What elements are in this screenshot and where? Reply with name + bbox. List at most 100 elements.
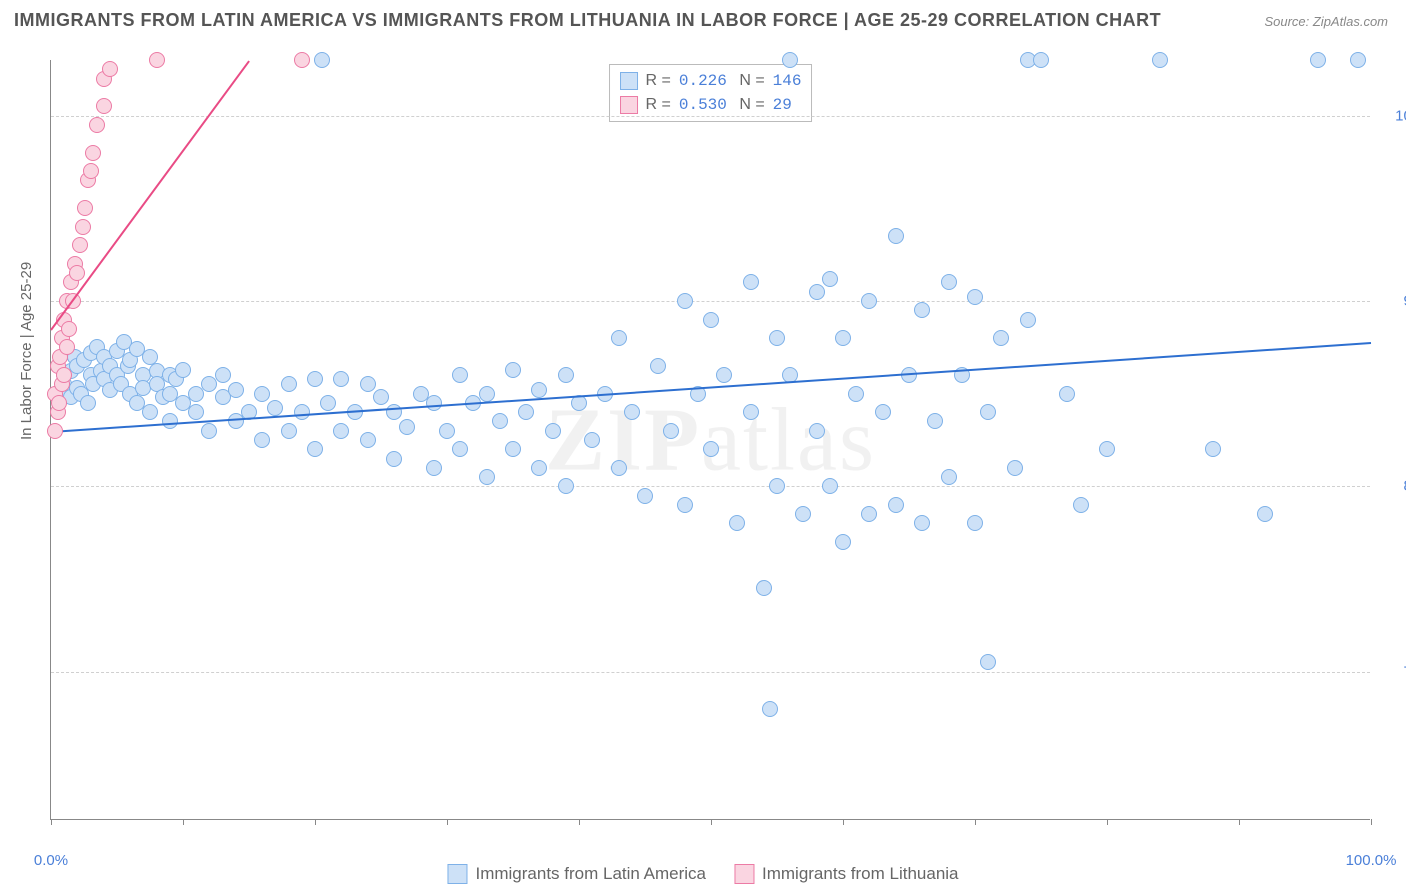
xtick-label: 0.0% bbox=[34, 852, 68, 869]
data-point-lithuania bbox=[75, 219, 91, 235]
data-point-latin bbox=[1059, 386, 1075, 402]
data-point-latin bbox=[1033, 52, 1049, 68]
data-point-latin bbox=[809, 423, 825, 439]
data-point-latin bbox=[1073, 497, 1089, 513]
data-point-lithuania bbox=[69, 265, 85, 281]
data-point-latin bbox=[399, 419, 415, 435]
data-point-lithuania bbox=[59, 339, 75, 355]
legend-label-lith: Immigrants from Lithuania bbox=[762, 864, 959, 884]
data-point-latin bbox=[201, 423, 217, 439]
gridline-h bbox=[51, 486, 1370, 487]
data-point-latin bbox=[307, 441, 323, 457]
data-point-lithuania bbox=[294, 52, 310, 68]
data-point-latin bbox=[360, 432, 376, 448]
data-point-latin bbox=[1310, 52, 1326, 68]
xtick-mark bbox=[51, 819, 52, 825]
n-label: N = bbox=[735, 69, 765, 93]
data-point-latin bbox=[703, 441, 719, 457]
data-point-latin bbox=[809, 284, 825, 300]
data-point-lithuania bbox=[89, 117, 105, 133]
source-label: Source: ZipAtlas.com bbox=[1264, 14, 1388, 29]
data-point-latin bbox=[386, 451, 402, 467]
n-value-lith: 29 bbox=[773, 93, 792, 117]
xtick-mark bbox=[315, 819, 316, 825]
data-point-latin bbox=[426, 460, 442, 476]
data-point-latin bbox=[1257, 506, 1273, 522]
legend-stats-row-lith: R = 0.530 N = 29 bbox=[620, 93, 802, 117]
gridline-h bbox=[51, 116, 1370, 117]
data-point-latin bbox=[703, 312, 719, 328]
r-value-lith: 0.530 bbox=[679, 93, 727, 117]
data-point-latin bbox=[716, 367, 732, 383]
data-point-lithuania bbox=[96, 98, 112, 114]
n-value-latin: 146 bbox=[773, 69, 802, 93]
data-point-latin bbox=[228, 382, 244, 398]
data-point-latin bbox=[888, 497, 904, 513]
data-point-latin bbox=[980, 404, 996, 420]
data-point-latin bbox=[927, 413, 943, 429]
data-point-latin bbox=[531, 460, 547, 476]
data-point-latin bbox=[822, 271, 838, 287]
r-label: R = bbox=[646, 93, 671, 117]
data-point-latin bbox=[993, 330, 1009, 346]
legend-label-latin: Immigrants from Latin America bbox=[475, 864, 706, 884]
data-point-latin bbox=[1350, 52, 1366, 68]
data-point-lithuania bbox=[85, 145, 101, 161]
data-point-latin bbox=[861, 506, 877, 522]
data-point-latin bbox=[743, 274, 759, 290]
xtick-mark bbox=[1239, 819, 1240, 825]
data-point-lithuania bbox=[102, 61, 118, 77]
data-point-latin bbox=[281, 423, 297, 439]
data-point-lithuania bbox=[47, 423, 63, 439]
data-point-latin bbox=[314, 52, 330, 68]
data-point-latin bbox=[320, 395, 336, 411]
r-label: R = bbox=[646, 69, 671, 93]
data-point-latin bbox=[756, 580, 772, 596]
chart-container: IMMIGRANTS FROM LATIN AMERICA VS IMMIGRA… bbox=[0, 0, 1406, 892]
data-point-latin bbox=[848, 386, 864, 402]
data-point-latin bbox=[795, 506, 811, 522]
data-point-latin bbox=[162, 413, 178, 429]
data-point-latin bbox=[373, 389, 389, 405]
data-point-latin bbox=[333, 423, 349, 439]
data-point-latin bbox=[439, 423, 455, 439]
data-point-latin bbox=[914, 515, 930, 531]
xtick-mark bbox=[183, 819, 184, 825]
data-point-latin bbox=[677, 293, 693, 309]
data-point-latin bbox=[307, 371, 323, 387]
data-point-lithuania bbox=[61, 321, 77, 337]
data-point-latin bbox=[762, 701, 778, 717]
data-point-latin bbox=[967, 289, 983, 305]
data-point-latin bbox=[333, 371, 349, 387]
data-point-lithuania bbox=[77, 200, 93, 216]
data-point-latin bbox=[637, 488, 653, 504]
xtick-mark bbox=[579, 819, 580, 825]
data-point-lithuania bbox=[83, 163, 99, 179]
trend-line-latin bbox=[51, 342, 1371, 433]
n-label: N = bbox=[735, 93, 765, 117]
data-point-latin bbox=[743, 404, 759, 420]
data-point-latin bbox=[1205, 441, 1221, 457]
data-point-latin bbox=[677, 497, 693, 513]
data-point-latin bbox=[80, 395, 96, 411]
data-point-latin bbox=[769, 330, 785, 346]
xtick-mark bbox=[843, 819, 844, 825]
data-point-latin bbox=[188, 404, 204, 420]
data-point-latin bbox=[624, 404, 640, 420]
data-point-latin bbox=[1020, 312, 1036, 328]
data-point-latin bbox=[835, 330, 851, 346]
data-point-lithuania bbox=[51, 395, 67, 411]
data-point-latin bbox=[267, 400, 283, 416]
xtick-label: 100.0% bbox=[1346, 852, 1397, 869]
data-point-latin bbox=[452, 367, 468, 383]
legend-item-latin: Immigrants from Latin America bbox=[447, 864, 706, 884]
legend-swatch-latin-icon bbox=[447, 864, 467, 884]
data-point-latin bbox=[650, 358, 666, 374]
data-point-latin bbox=[492, 413, 508, 429]
data-point-latin bbox=[861, 293, 877, 309]
data-point-latin bbox=[822, 478, 838, 494]
data-point-latin bbox=[875, 404, 891, 420]
chart-title: IMMIGRANTS FROM LATIN AMERICA VS IMMIGRA… bbox=[14, 10, 1161, 31]
data-point-latin bbox=[142, 349, 158, 365]
data-point-latin bbox=[611, 330, 627, 346]
